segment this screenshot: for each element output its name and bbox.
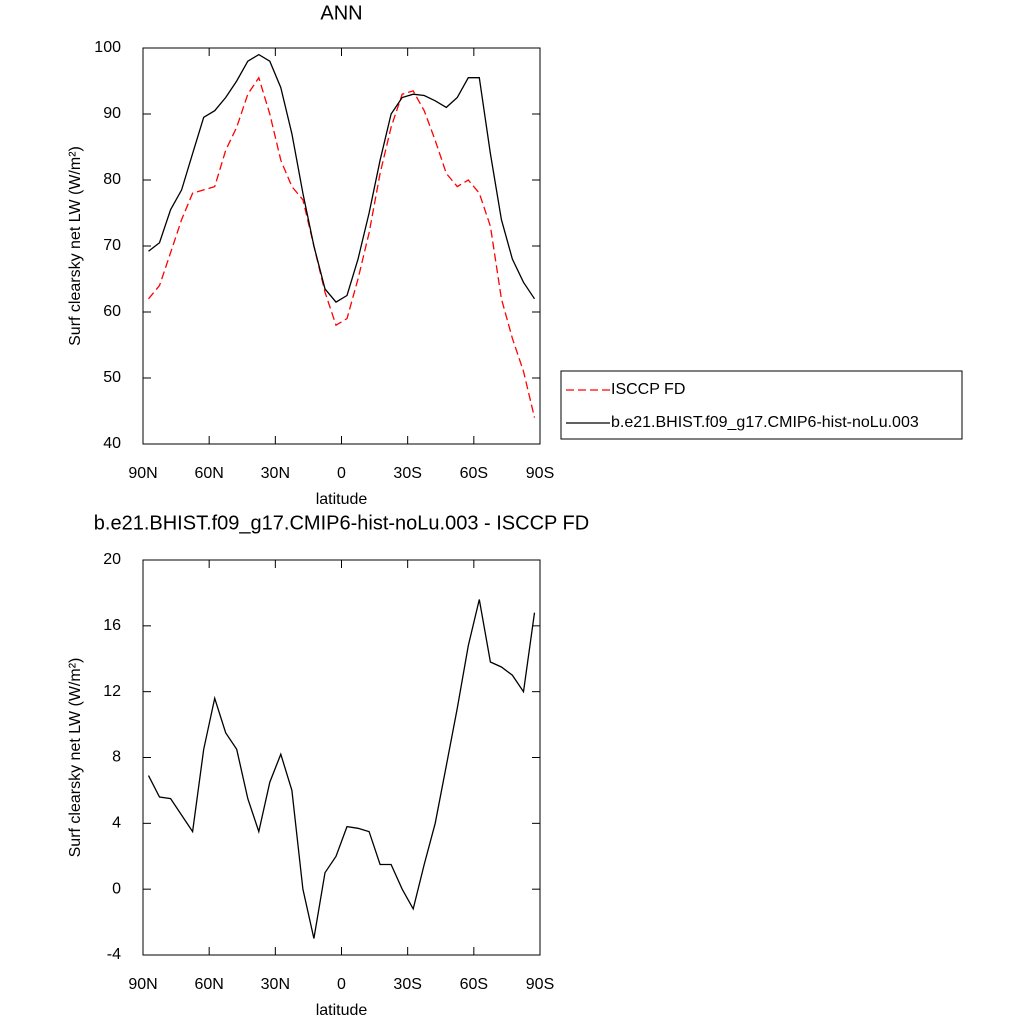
y-tick-label: 12 [103,683,121,700]
y-tick-label: 8 [112,749,121,766]
y-axis-label: Surf clearsky net LW (W/m²) [67,146,84,346]
x-tick-label: 60S [460,465,488,482]
y-tick-label: 80 [103,171,121,188]
x-tick-label: 90N [128,976,157,993]
y-tick-label: -4 [107,946,121,963]
data-line [148,76,536,418]
y-tick-label: 20 [103,551,121,568]
x-tick-label: 90N [128,465,157,482]
legend: ISCCP FD b.e21.BHIST.f09_g17.CMIP6-hist-n… [560,370,963,440]
x-tick-label: 90S [526,976,554,993]
y-tick-label: 70 [103,237,121,254]
legend-box [560,370,963,440]
y-tick-label: 100 [94,39,121,56]
data-line [148,53,536,303]
chart-title: ANN [320,2,362,24]
chart-title: b.e21.BHIST.f09_g17.CMIP6-hist-noLu.003 … [94,512,589,534]
x-tick-label: 0 [337,976,346,993]
y-tick-label: 90 [103,105,121,122]
legend-label: ISCCP FD [611,381,685,398]
y-tick-label: 4 [112,815,121,832]
y-tick-label: 60 [103,303,121,320]
x-axis-label: latitude [316,1002,368,1019]
x-tick-label: 90S [526,465,554,482]
x-tick-label: 0 [337,465,346,482]
y-tick-label: 16 [103,617,121,634]
legend-label: b.e21.BHIST.f09_g17.CMIP6-hist-noLu.003 [611,414,919,431]
y-tick-label: 40 [103,435,121,452]
x-tick-label: 60N [194,976,223,993]
x-axis-label: latitude [316,491,368,508]
plot-frame [142,47,541,445]
x-tick-label: 30N [261,465,290,482]
x-tick-label: 30S [393,976,421,993]
y-tick-label: 0 [112,880,121,897]
x-tick-label: 30S [393,465,421,482]
x-tick-label: 60S [460,976,488,993]
y-axis-label: Surf clearsky net LW (W/m²) [67,658,84,858]
y-tick-label: 50 [103,369,121,386]
data-line [147,599,536,939]
x-tick-label: 30N [261,976,290,993]
x-tick-label: 60N [194,465,223,482]
